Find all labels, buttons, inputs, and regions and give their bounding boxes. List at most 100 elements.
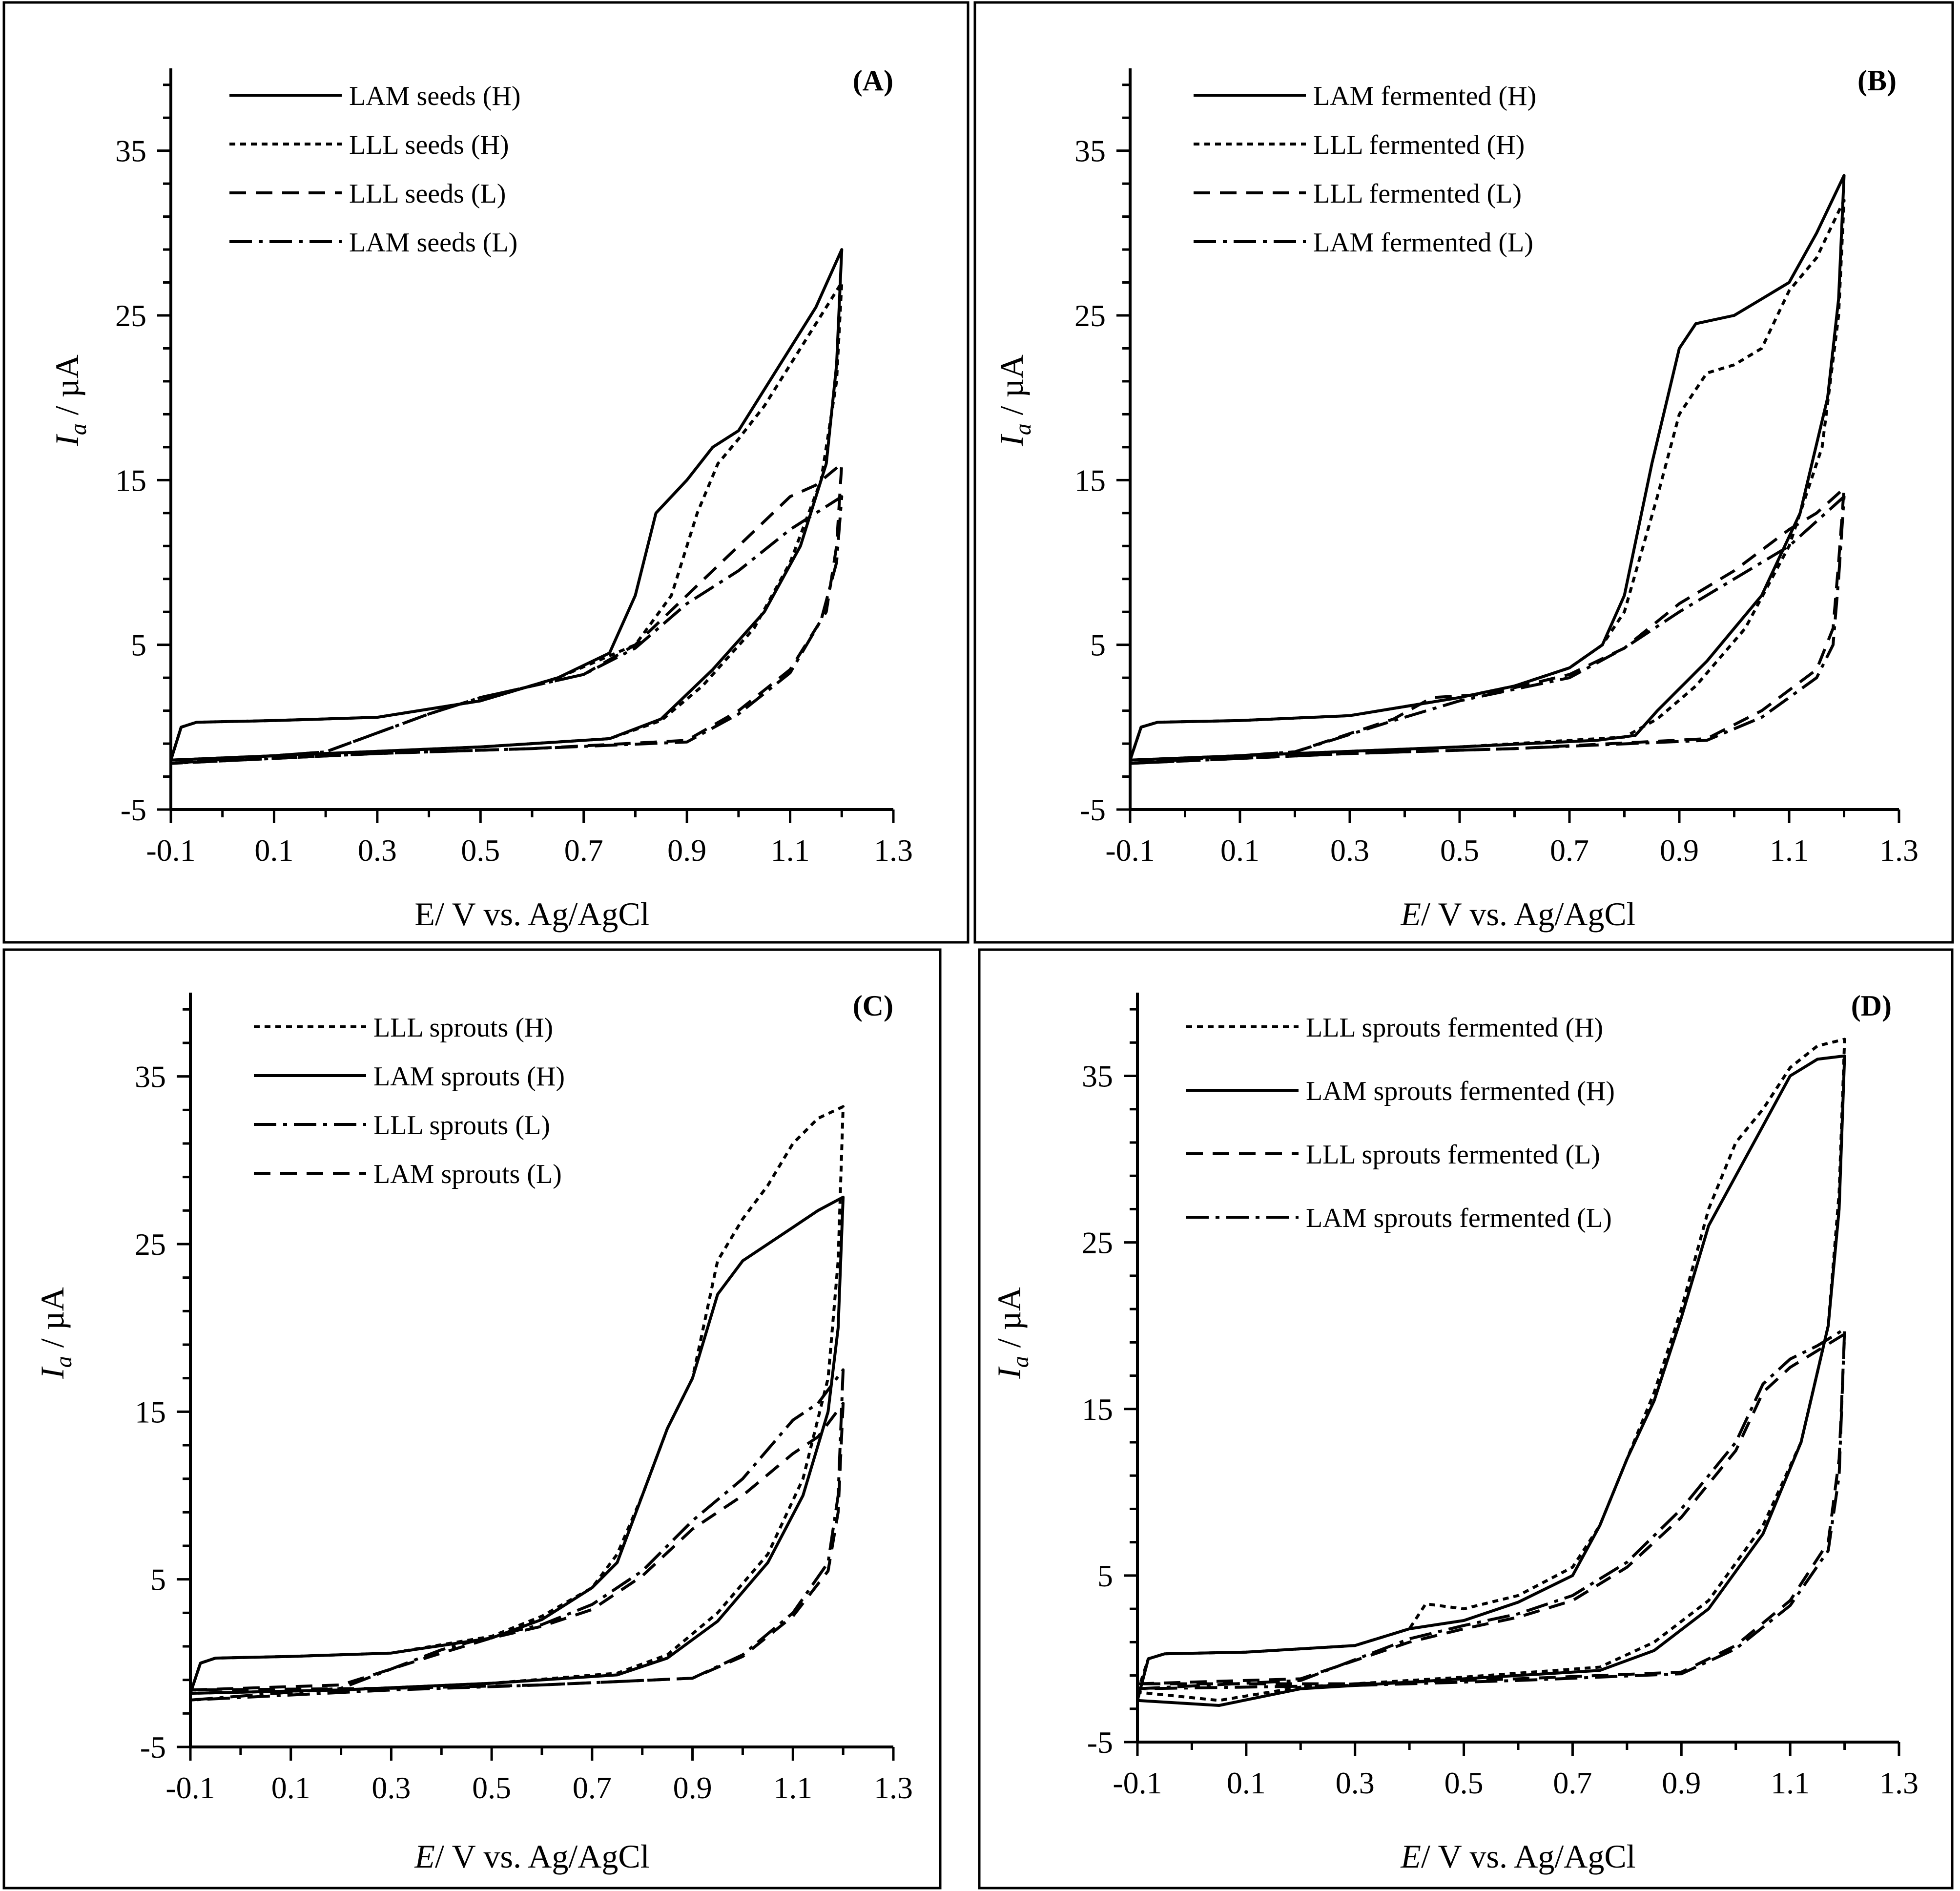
y-tick-label: 15: [1074, 463, 1106, 498]
chart-panel: -5 5 15 25 35 -0.1 0.1 0.3 0.5 0.7 0.9 1.1 1.3 E/ V v…: [978, 948, 1954, 1890]
legend-label: LLL fermented (L): [1313, 179, 1522, 209]
x-tick-label: 0.9: [667, 833, 706, 868]
x-tick-label: 0.1: [1220, 833, 1259, 868]
panel-label: (A): [853, 64, 893, 97]
x-tick-label: 1.1: [1771, 1766, 1810, 1800]
y-tick-label: 35: [135, 1060, 166, 1094]
y-tick-label: -5: [1087, 1725, 1113, 1760]
panel-frame: [2, 948, 942, 1890]
legend-label: LLL sprouts fermented (H): [1306, 1013, 1603, 1043]
y-axis-label-subscript: a: [1010, 423, 1036, 435]
series-line: [1129, 174, 1846, 762]
y-axis-label: Ia / µA: [48, 354, 91, 447]
legend-label: LLL seeds (L): [349, 179, 506, 209]
x-axis-label-text: E/ V vs. Ag/AgCl: [414, 895, 649, 933]
y-tick-label: 25: [1074, 298, 1106, 333]
y-axis-label-unit: / µA: [990, 1287, 1028, 1356]
panel-label: (C): [853, 990, 893, 1022]
y-axis-label: Ia / µA: [993, 354, 1036, 447]
y-axis-label-subscript: a: [65, 423, 91, 435]
x-tick-label: 1.3: [1879, 833, 1919, 868]
chart-panel: -5 5 15 25 35 -0.1 0.1 0.3 0.5 0.7 0.9 1.1 1.3 E/ V v…: [2, 1, 970, 944]
y-axis-label-unit: / µA: [34, 1287, 71, 1356]
x-tick-label: 0.3: [371, 1770, 411, 1805]
y-tick-label: 35: [1082, 1059, 1113, 1094]
y-axis-label-unit: / µA: [993, 354, 1030, 423]
legend-label: LLL sprouts (L): [373, 1110, 550, 1141]
x-tick-label: -0.1: [1105, 833, 1155, 868]
legend-label: LAM seeds (H): [349, 81, 520, 111]
x-axis-label-text: / V vs. Ag/AgCl: [1421, 895, 1636, 933]
x-tick-label: 0.5: [1440, 833, 1479, 868]
y-tick-label: 25: [135, 1227, 166, 1262]
x-tick-label: -0.1: [1113, 1766, 1162, 1800]
y-axis-label: Ia / µA: [34, 1287, 77, 1379]
legend-label: LAM fermented (L): [1313, 228, 1533, 258]
x-tick-label: 1.3: [1879, 1766, 1919, 1800]
legend-label: LAM sprouts (L): [373, 1159, 562, 1189]
x-tick-label: 1.1: [771, 833, 810, 868]
series-line: [190, 1368, 845, 1702]
legend-label: LAM sprouts fermented (L): [1306, 1203, 1612, 1233]
series-line: [170, 495, 844, 765]
x-tick-label: 0.5: [461, 833, 500, 868]
series-line: [1130, 495, 1846, 765]
panel-frame: [978, 948, 1954, 1890]
x-axis-label-text: / V vs. Ag/AgCl: [1421, 1838, 1636, 1875]
x-axis-label-italic: E: [1400, 895, 1421, 933]
y-axis-label-unit: / µA: [48, 354, 85, 423]
x-tick-label: 0.9: [1662, 1766, 1701, 1800]
chart-panel: -5 5 15 25 35 -0.1 0.1 0.3 0.5 0.7 0.9 1.1 1.3 E/ V v…: [973, 1, 1954, 944]
x-tick-label: 0.5: [472, 1770, 511, 1805]
y-tick-label: 15: [135, 1394, 166, 1429]
x-axis-label: E/ V vs. Ag/AgCl: [414, 1838, 649, 1875]
series-line: [170, 462, 844, 765]
y-axis-label-subscript: a: [1008, 1356, 1033, 1368]
x-tick-label: 0.9: [673, 1770, 712, 1805]
legend-label: LAM fermented (H): [1313, 81, 1536, 111]
x-tick-label: 0.7: [1550, 833, 1589, 868]
legend-label: LLL seeds (H): [349, 130, 509, 160]
series-line: [190, 1402, 845, 1692]
y-tick-label: -5: [121, 792, 146, 827]
y-axis-label-subscript: a: [51, 1356, 77, 1368]
x-tick-label: 0.1: [1227, 1766, 1266, 1800]
series-line: [189, 1195, 845, 1695]
x-tick-label: 0.7: [564, 833, 603, 868]
x-tick-label: 0.1: [271, 1770, 310, 1805]
y-tick-label: 5: [1097, 1559, 1113, 1593]
x-tick-label: 0.5: [1444, 1766, 1484, 1800]
panel-frame: [2, 1, 970, 944]
x-tick-label: 1.3: [874, 1770, 913, 1805]
x-axis-label-text: / V vs. Ag/AgCl: [435, 1838, 650, 1875]
series-line: [1136, 1038, 1846, 1702]
x-tick-label: 0.3: [1330, 833, 1369, 868]
legend-label: LLL sprouts (H): [373, 1013, 553, 1043]
y-tick-label: 35: [1074, 134, 1106, 168]
x-tick-label: 0.3: [358, 833, 397, 868]
series-line: [1137, 1332, 1846, 1685]
x-axis-label-italic: E: [414, 1838, 435, 1875]
legend-label: LAM seeds (L): [349, 228, 517, 258]
y-tick-label: 25: [1082, 1226, 1113, 1260]
series-line: [1129, 198, 1846, 762]
x-tick-label: 0.3: [1336, 1766, 1375, 1800]
series-line: [189, 1105, 845, 1695]
x-axis-label: E/ V vs. Ag/AgCl: [414, 895, 649, 933]
y-axis-label-symbol: I: [993, 434, 1030, 447]
x-axis-label-italic: E: [1400, 1838, 1421, 1875]
panel-label: (B): [1857, 64, 1897, 97]
y-axis-label-symbol: I: [48, 434, 85, 447]
y-tick-label: 15: [1082, 1392, 1113, 1427]
x-tick-label: 0.7: [573, 1770, 612, 1805]
y-tick-label: 5: [131, 628, 146, 663]
legend-label: LAM sprouts fermented (H): [1306, 1076, 1615, 1106]
series-line: [1130, 487, 1846, 765]
y-tick-label: 5: [1090, 628, 1106, 663]
series-line: [169, 281, 844, 762]
y-axis-label: Ia / µA: [990, 1287, 1033, 1379]
x-tick-label: 0.1: [254, 833, 293, 868]
panel-frame: [973, 1, 1954, 944]
x-tick-label: 1.1: [1770, 833, 1809, 868]
